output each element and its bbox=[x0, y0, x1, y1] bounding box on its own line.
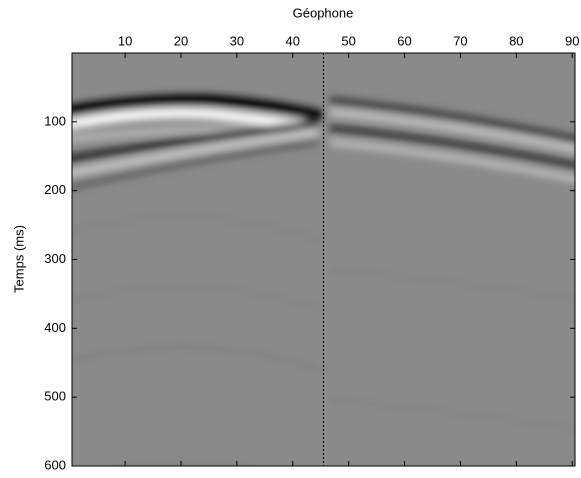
x-tick-label: 80 bbox=[509, 33, 523, 48]
x-tick-label: 60 bbox=[397, 33, 411, 48]
y-axis-label: Temps (ms) bbox=[11, 225, 26, 293]
y-tick-label: 200 bbox=[44, 182, 66, 197]
x-tick-label: 70 bbox=[453, 33, 467, 48]
x-tick-label: 20 bbox=[174, 33, 188, 48]
x-tick-label: 30 bbox=[230, 33, 244, 48]
y-tick-label: 500 bbox=[44, 389, 66, 404]
y-tick-label: 300 bbox=[44, 251, 66, 266]
seismic-image bbox=[72, 53, 575, 466]
y-tick-label: 600 bbox=[44, 457, 66, 472]
x-tick-label: 50 bbox=[341, 33, 355, 48]
x-axis-label: Géophone bbox=[293, 5, 354, 20]
y-tick-label: 100 bbox=[44, 113, 66, 128]
x-tick-label: 40 bbox=[286, 33, 300, 48]
x-tick-label: 90 bbox=[565, 33, 579, 48]
y-tick-label: 400 bbox=[44, 320, 66, 335]
x-tick-label: 10 bbox=[118, 33, 132, 48]
